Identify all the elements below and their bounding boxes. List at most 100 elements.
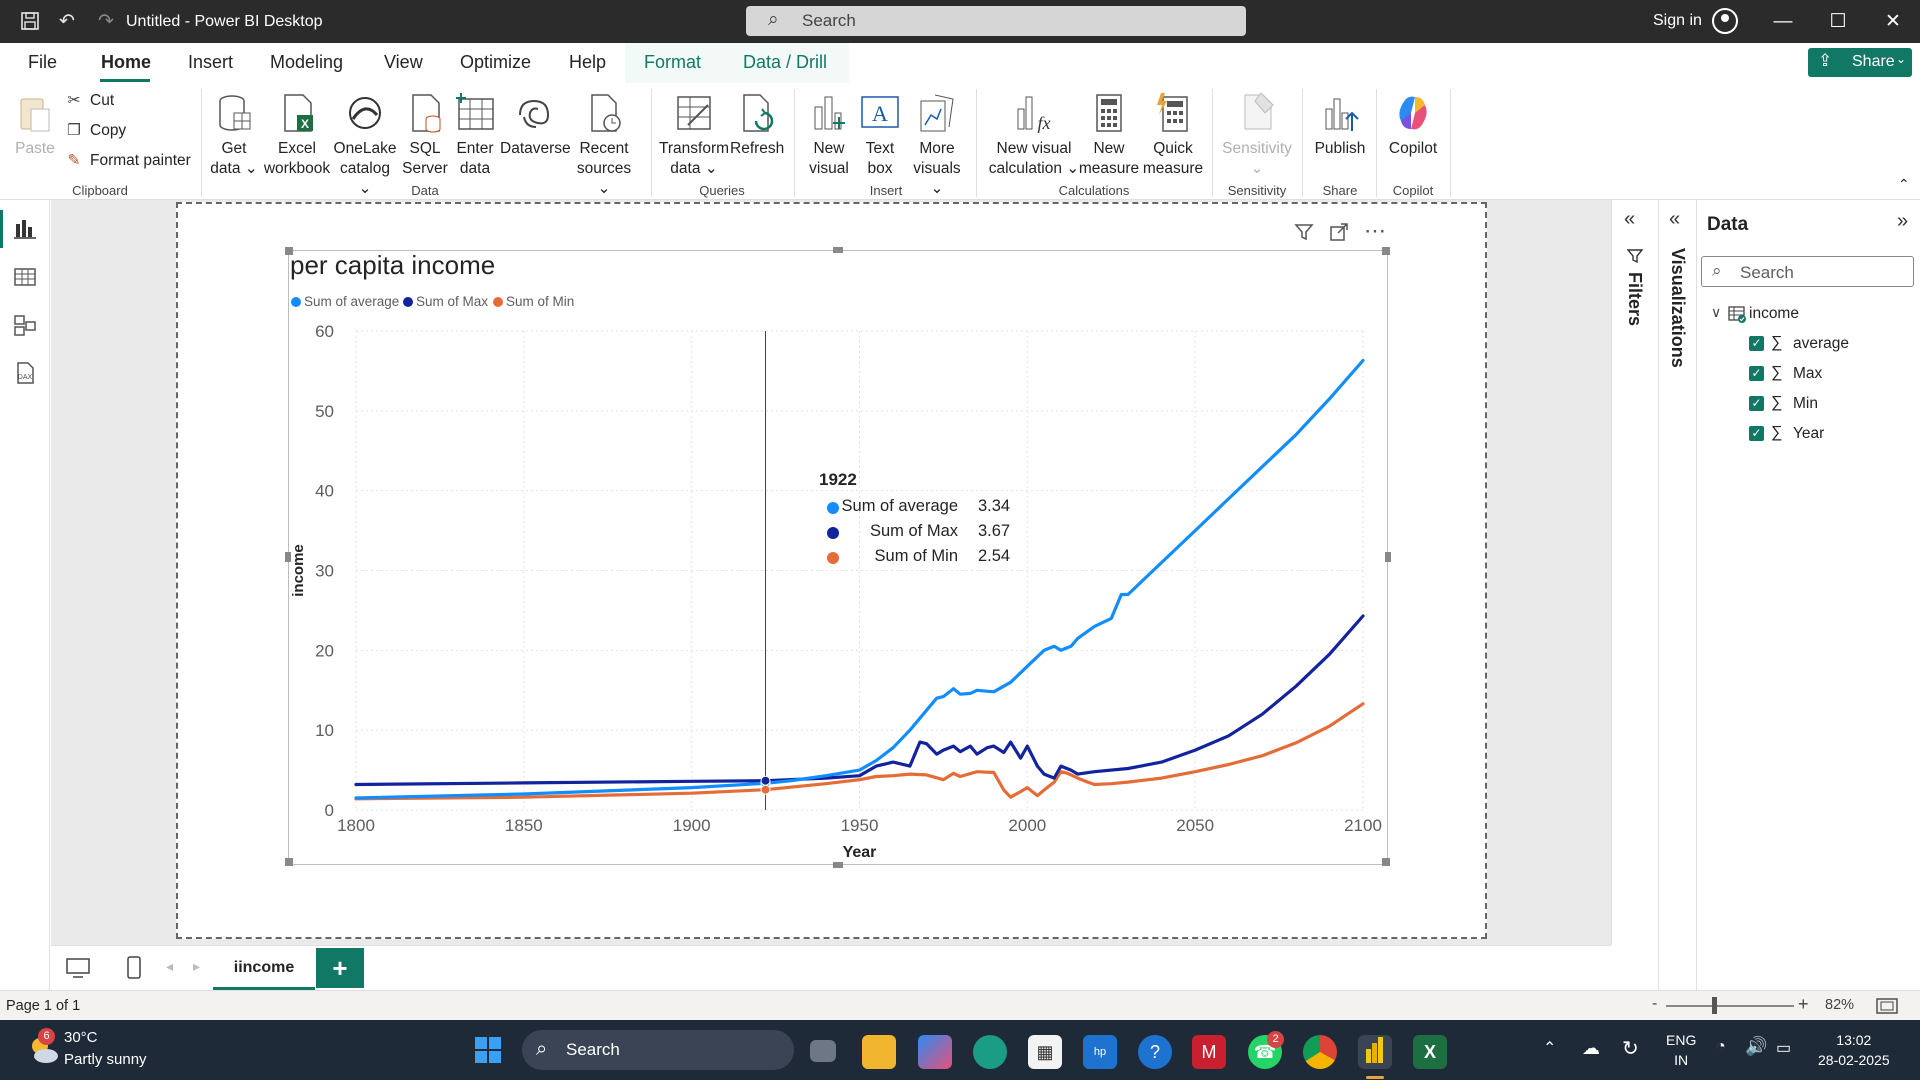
sign-in-link[interactable]: Sign in (1653, 12, 1702, 29)
copilot-button[interactable]: Copilot (1382, 91, 1444, 159)
mcafee-icon[interactable]: M (1192, 1035, 1226, 1069)
visualizations-pane[interactable]: « Visualizations (1658, 200, 1696, 990)
enter-data-button[interactable]: Enter data (452, 91, 498, 179)
table-view-icon[interactable] (12, 264, 38, 290)
maximize-icon[interactable]: ☐ (1829, 11, 1847, 32)
resize-handle[interactable] (1382, 858, 1390, 866)
field-min[interactable]: ✓ ∑ Min (1749, 394, 1909, 416)
zoom-in-icon[interactable]: + (1798, 994, 1809, 1014)
legend-item[interactable]: Sum of Min (493, 294, 574, 309)
add-page-button[interactable]: + (316, 948, 364, 988)
mobile-layout-icon[interactable] (125, 955, 143, 986)
refresh-button[interactable]: Refresh (730, 91, 784, 159)
onedrive-icon[interactable]: ☁ (1582, 1038, 1600, 1058)
wifi-icon[interactable]: ◔ (1716, 1038, 1726, 1055)
file-explorer-icon[interactable] (862, 1035, 896, 1069)
edge-browser-icon[interactable] (973, 1035, 1007, 1069)
account-avatar-icon[interactable] (1712, 8, 1738, 34)
filters-pane[interactable]: « Filters (1611, 200, 1658, 945)
focus-mode-icon[interactable] (1329, 222, 1349, 248)
title-search-box[interactable]: ⌕ Search (746, 6, 1246, 36)
minimize-icon[interactable]: — (1773, 11, 1793, 32)
sensitivity-button[interactable]: Sensitivity ⌄ (1220, 91, 1294, 179)
data-search-input[interactable]: ⌕ Search (1701, 256, 1914, 287)
menu-optimize[interactable]: Optimize (460, 52, 532, 72)
resize-handle[interactable] (285, 247, 293, 255)
dataverse-button[interactable]: Dataverse (500, 91, 571, 159)
menu-view[interactable]: View (384, 52, 423, 72)
zoom-slider-thumb[interactable] (1712, 997, 1717, 1014)
new-measure-button[interactable]: New measure (1078, 91, 1140, 179)
collapse-data-pane-icon[interactable]: » (1897, 210, 1909, 232)
excel-workbook-button[interactable]: X Excel workbook (262, 91, 332, 179)
sql-server-button[interactable]: SQL Server (402, 91, 448, 179)
paste-button[interactable]: Paste (12, 91, 58, 159)
page-tab[interactable]: iincome (213, 946, 315, 990)
field-year[interactable]: ✓ ∑ Year (1749, 424, 1909, 446)
table-node-income[interactable]: ∨ income (1711, 304, 1911, 326)
onelake-catalog-button[interactable]: OneLake catalog ⌄ (333, 91, 397, 199)
expand-filters-icon[interactable]: « (1624, 208, 1636, 230)
help-icon[interactable]: ? (1138, 1035, 1172, 1069)
expand-visualizations-icon[interactable]: « (1669, 208, 1681, 230)
quick-measure-button[interactable]: Quick measure (1142, 91, 1204, 179)
field-max[interactable]: ✓ ∑ Max (1749, 364, 1909, 386)
fit-to-page-icon[interactable] (1876, 997, 1898, 1020)
share-button[interactable]: ⇪ Share ⌄ (1808, 48, 1912, 77)
resize-handle[interactable] (285, 858, 293, 866)
zoom-out-icon[interactable]: - (1652, 995, 1658, 1012)
chevron-down-icon[interactable]: ∨ (1711, 304, 1722, 320)
undo-icon[interactable]: ↶ (59, 11, 75, 32)
task-view-icon[interactable] (810, 1040, 836, 1062)
menu-help[interactable]: Help (569, 52, 607, 72)
more-options-icon[interactable]: ⋯ (1364, 218, 1387, 243)
desktop-layout-icon[interactable] (65, 956, 91, 985)
system-clock[interactable]: 13:02 28-02-2025 (1818, 1030, 1890, 1070)
resize-handle[interactable] (285, 552, 291, 562)
legend-item[interactable]: Sum of Max (403, 294, 488, 309)
checkbox-checked[interactable]: ✓ (1749, 336, 1764, 351)
collapse-ribbon-icon[interactable]: ⌃ (1898, 176, 1910, 192)
chrome-icon[interactable] (1303, 1035, 1337, 1069)
model-view-icon[interactable] (12, 312, 38, 338)
menu-modeling[interactable]: Modeling (270, 52, 344, 72)
resize-handle[interactable] (833, 247, 843, 253)
redo-icon[interactable]: ↷ (98, 11, 114, 32)
checkbox-checked[interactable]: ✓ (1749, 366, 1764, 381)
publish-button[interactable]: Publish (1310, 91, 1370, 159)
resize-handle[interactable] (833, 862, 843, 868)
close-icon[interactable]: ✕ (1885, 11, 1901, 32)
language-indicator[interactable]: ENG IN (1666, 1030, 1696, 1070)
filter-icon[interactable] (1294, 222, 1314, 248)
new-visual-calculation-button[interactable]: fx New visual calculation ⌄ (988, 91, 1080, 179)
report-view-icon[interactable] (0, 210, 38, 248)
field-average[interactable]: ✓ ∑ average (1749, 334, 1909, 356)
battery-icon[interactable]: ▭ (1776, 1040, 1792, 1057)
resize-handle[interactable] (1385, 552, 1391, 562)
more-visuals-button[interactable]: More visuals ⌄ (905, 91, 969, 199)
checkbox-checked[interactable]: ✓ (1749, 426, 1764, 441)
checkbox-checked[interactable]: ✓ (1749, 396, 1764, 411)
sync-icon[interactable]: ↻ (1622, 1038, 1639, 1060)
copilot-app-icon[interactable] (918, 1035, 952, 1069)
copy-button[interactable]: ❐ Copy (64, 121, 126, 140)
get-data-button[interactable]: Get data ⌄ (208, 91, 260, 179)
next-page-icon[interactable]: ▸ (193, 958, 201, 974)
menu-file[interactable]: File (28, 52, 58, 72)
menu-data-drill[interactable]: Data / Drill (743, 52, 828, 72)
taskbar-search[interactable]: ⌕ Search (522, 1030, 794, 1070)
transform-data-button[interactable]: Transform data ⌄ (658, 91, 730, 179)
new-visual-button[interactable]: New visual (805, 91, 853, 179)
volume-icon[interactable]: 🔊 (1745, 1036, 1768, 1056)
previous-page-icon[interactable]: ◂ (166, 958, 174, 974)
myhp-icon[interactable]: hp (1083, 1035, 1117, 1069)
excel-app-icon[interactable]: X (1413, 1035, 1447, 1069)
menu-format[interactable]: Format (644, 52, 702, 72)
power-bi-app-icon[interactable] (1358, 1035, 1392, 1069)
cut-button[interactable]: ✂ Cut (64, 91, 115, 110)
menu-home[interactable]: Home (101, 52, 152, 72)
menu-insert[interactable]: Insert (188, 52, 234, 72)
windows-start-icon[interactable] (471, 1035, 505, 1069)
resize-handle[interactable] (1382, 247, 1390, 255)
microsoft-store-icon[interactable]: ▦ (1028, 1035, 1062, 1069)
